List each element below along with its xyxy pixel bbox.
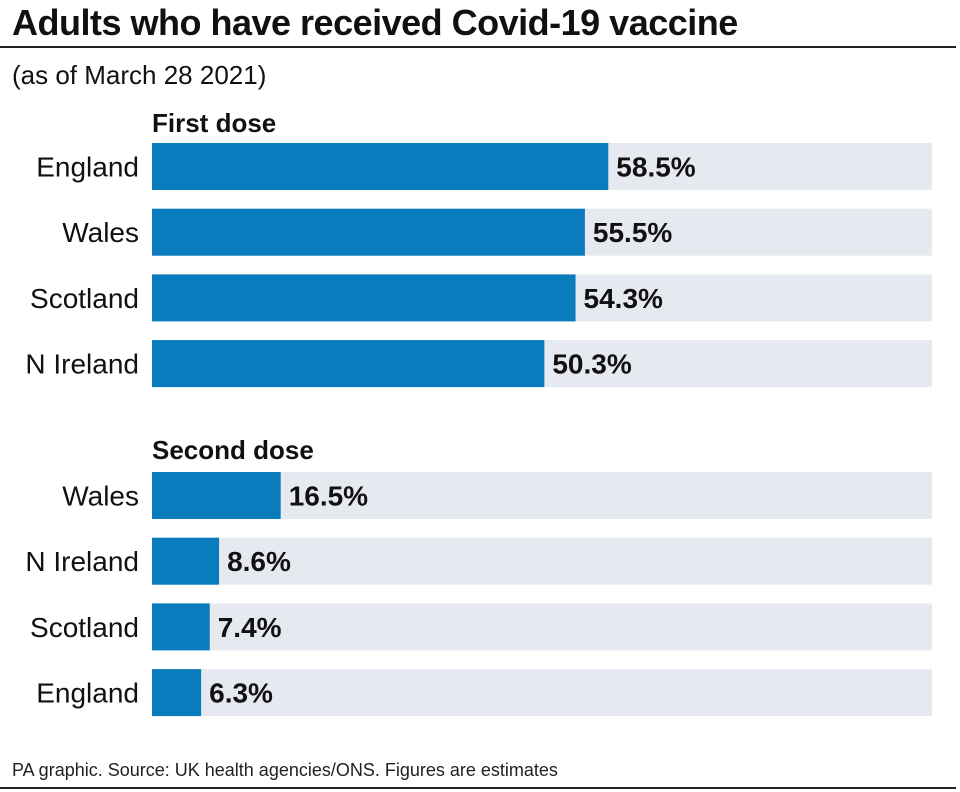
chart-subtitle: (as of March 28 2021): [12, 60, 267, 90]
first-dose-bar: [152, 143, 609, 190]
title-divider: [0, 46, 956, 48]
second-dose-category-label: Wales: [62, 481, 139, 512]
first-dose-section-title: First dose: [152, 108, 276, 138]
second-dose-track: [152, 669, 932, 717]
second-dose-bar: [152, 537, 220, 585]
second-dose-value-label: 8.6%: [227, 546, 291, 577]
first-dose-bar: [152, 274, 576, 322]
second-dose-track: [152, 603, 932, 651]
first-dose-value-label: 54.3%: [584, 283, 663, 314]
second-dose-value-label: 7.4%: [218, 612, 282, 643]
second-dose-bar: [152, 603, 210, 651]
second-dose-bar: [152, 472, 281, 519]
first-dose-bar: [152, 208, 585, 256]
first-dose-bar: [152, 340, 545, 388]
second-dose-category-label: England: [36, 678, 139, 709]
second-dose-section-title: Second dose: [152, 435, 314, 465]
second-dose-track: [152, 537, 932, 585]
second-dose-bar: [152, 669, 202, 717]
first-dose-value-label: 50.3%: [552, 349, 631, 380]
source-footnote: PA graphic. Source: UK health agencies/O…: [12, 760, 558, 780]
second-dose-category-label: N Ireland: [25, 546, 139, 577]
second-dose-track: [152, 472, 932, 519]
first-dose-category-label: England: [36, 152, 139, 183]
first-dose-category-label: Scotland: [30, 283, 139, 314]
second-dose-value-label: 16.5%: [289, 481, 368, 512]
second-dose-value-label: 6.3%: [209, 678, 273, 709]
first-dose-value-label: 58.5%: [616, 152, 695, 183]
second-dose-category-label: Scotland: [30, 612, 139, 643]
first-dose-value-label: 55.5%: [593, 217, 672, 248]
bar-chart: First dose England 58.5% Wales 55.5% Scotland…: [25, 108, 932, 717]
chart-title: Adults who have received Covid-19 vaccin…: [12, 2, 738, 43]
footer-divider: [0, 787, 956, 789]
first-dose-category-label: N Ireland: [25, 349, 139, 380]
first-dose-category-label: Wales: [62, 217, 139, 248]
